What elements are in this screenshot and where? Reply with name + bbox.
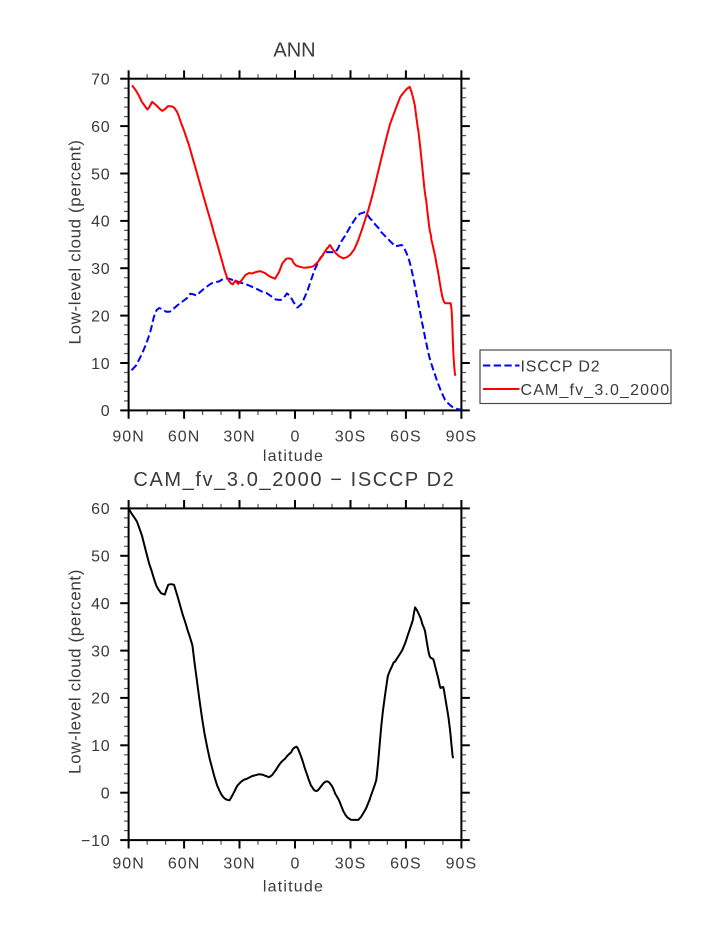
- svg-text:30S: 30S: [335, 428, 366, 445]
- svg-text:60S: 60S: [390, 428, 421, 445]
- svg-text:ISCCP D2: ISCCP D2: [521, 358, 601, 375]
- svg-text:30N: 30N: [223, 856, 255, 873]
- svg-text:40: 40: [91, 596, 110, 613]
- svg-text:70: 70: [91, 72, 110, 89]
- svg-text:60N: 60N: [168, 428, 200, 445]
- svg-text:90N: 90N: [112, 428, 144, 445]
- svg-text:0: 0: [291, 428, 300, 445]
- svg-text:latitude: latitude: [263, 448, 324, 465]
- svg-text:Low-level cloud (percent): Low-level cloud (percent): [66, 569, 85, 774]
- svg-text:20: 20: [91, 308, 110, 325]
- svg-text:90S: 90S: [446, 428, 477, 445]
- svg-text:CAM_fv_3.0_2000 − ISCCP D2: CAM_fv_3.0_2000 − ISCCP D2: [133, 469, 455, 491]
- svg-text:30: 30: [91, 261, 110, 278]
- svg-text:0: 0: [291, 856, 300, 873]
- svg-text:20: 20: [91, 691, 110, 708]
- svg-text:Low-level cloud (percent): Low-level cloud (percent): [66, 140, 85, 345]
- svg-text:60S: 60S: [390, 856, 421, 873]
- svg-text:50: 50: [91, 166, 110, 183]
- svg-text:60: 60: [91, 119, 110, 136]
- svg-text:60: 60: [91, 501, 110, 518]
- svg-text:30S: 30S: [335, 856, 366, 873]
- svg-text:10: 10: [91, 738, 110, 755]
- svg-text:ANN: ANN: [273, 40, 315, 62]
- svg-text:−10: −10: [81, 833, 111, 850]
- svg-text:50: 50: [91, 549, 110, 566]
- svg-text:90N: 90N: [112, 856, 144, 873]
- svg-text:latitude: latitude: [263, 879, 324, 896]
- svg-text:0: 0: [101, 786, 111, 803]
- svg-text:0: 0: [101, 403, 111, 420]
- svg-text:60N: 60N: [168, 856, 200, 873]
- svg-text:30N: 30N: [223, 428, 255, 445]
- svg-text:30: 30: [91, 643, 110, 660]
- svg-text:CAM_fv_3.0_2000: CAM_fv_3.0_2000: [521, 382, 671, 399]
- svg-text:90S: 90S: [446, 856, 477, 873]
- svg-text:40: 40: [91, 214, 110, 231]
- svg-text:10: 10: [91, 356, 110, 373]
